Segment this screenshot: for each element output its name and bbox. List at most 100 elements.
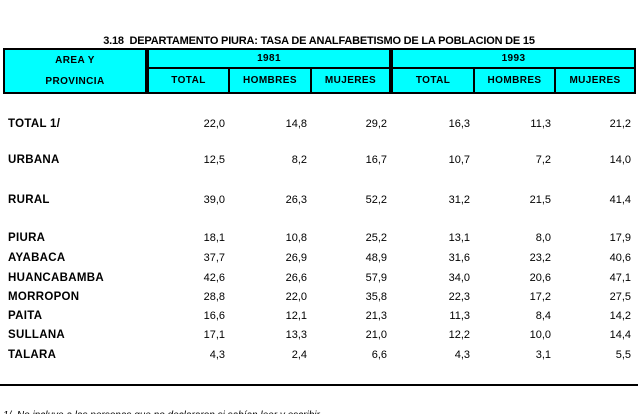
cell-value: 48,9 — [365, 252, 388, 264]
cell-value: 14,4 — [609, 329, 632, 341]
cell-value: 12,1 — [285, 310, 307, 322]
cell-value: 13,1 — [448, 232, 471, 244]
corner-header-line-1: AREA Y — [55, 55, 95, 66]
cell-value: 22,3 — [448, 291, 471, 303]
row-label: PAITA — [8, 310, 43, 322]
cell-value: 14,2 — [609, 310, 632, 322]
cell-value: 26,3 — [285, 194, 307, 206]
cell-value: 37,7 — [203, 252, 225, 264]
cell-value: 42,6 — [203, 272, 225, 284]
cell-value: 17,1 — [203, 329, 225, 341]
row-label: SULLANA — [8, 329, 66, 341]
corner-header-line-2: PROVINCIA — [45, 76, 105, 87]
cell-value: 5,5 — [615, 349, 632, 361]
column-header-mujeres-1993: MUJERES — [554, 67, 637, 94]
corner-header: AREA Y PROVINCIA — [3, 48, 149, 94]
cell-value: 47,1 — [609, 272, 632, 284]
row-label: URBANA — [8, 154, 60, 166]
footnotes: 1/ No incluye a las personas que no decl… — [3, 387, 638, 414]
column-header-mujeres-1981: MUJERES — [309, 67, 394, 94]
cell-value: 27,5 — [609, 291, 632, 303]
table-title-line-1: 3.18 DEPARTAMENTO PIURA: TASA DE ANALFAB… — [103, 35, 535, 47]
cell-value: 21,0 — [365, 329, 388, 341]
year-header-1993: 1993 — [390, 47, 637, 70]
cell-value: 21,2 — [609, 118, 632, 130]
cell-value: 18,1 — [203, 232, 225, 244]
year-header-row: AREA Y PROVINCIA 1981 1993 — [3, 47, 637, 94]
row-label: TOTAL 1/ — [8, 118, 61, 130]
cell-value: 21,5 — [529, 194, 552, 206]
cell-value: 16,7 — [365, 154, 388, 166]
cell-value: 41,4 — [609, 194, 632, 206]
bottom-rule — [0, 384, 638, 386]
cell-value: 11,3 — [530, 118, 552, 130]
cell-value: 12,5 — [203, 154, 225, 166]
cell-value: 16,6 — [203, 310, 225, 322]
column-header-total-1993: TOTAL — [389, 67, 476, 94]
table-row: PIURA 18,1 10,8 25,2 13,1 8,0 17,9 — [4, 207, 635, 245]
cell-value: 39,0 — [203, 194, 225, 206]
cell-value: 8,2 — [291, 154, 307, 166]
cell-value: 26,6 — [285, 272, 307, 284]
cell-value: 2,4 — [291, 349, 307, 361]
data-table: AREA Y PROVINCIA 1981 1993 TOTAL HOMBRES… — [3, 47, 637, 362]
cell-value: 10,8 — [285, 232, 307, 244]
cell-value: 22,0 — [203, 118, 225, 130]
cell-value: 16,3 — [448, 118, 471, 130]
cell-value: 8,4 — [535, 310, 552, 322]
cell-value: 40,6 — [609, 252, 632, 264]
row-label: RURAL — [8, 194, 50, 206]
cell-value: 4,3 — [454, 349, 471, 361]
row-label: HUANCABAMBA — [8, 272, 104, 284]
column-header-hombres-1993: HOMBRES — [473, 67, 557, 94]
cell-value: 11,3 — [449, 310, 471, 322]
table-row: MORROPON 28,8 22,0 35,8 22,3 17,2 27,5 — [4, 285, 635, 304]
cell-value: 6,6 — [371, 349, 388, 361]
row-label: TALARA — [8, 349, 57, 361]
year-header-1981: 1981 — [145, 47, 394, 70]
row-label: AYABACA — [8, 252, 66, 264]
cell-value: 20,6 — [529, 272, 552, 284]
cell-value: 23,2 — [529, 252, 552, 264]
cell-value: 4,3 — [209, 349, 225, 361]
table-row: RURAL 39,0 26,3 52,2 31,2 21,5 41,4 — [4, 167, 635, 207]
cell-value: 8,0 — [535, 232, 552, 244]
cell-value: 31,6 — [448, 252, 471, 264]
cell-value: 35,8 — [365, 291, 388, 303]
cell-value: 28,8 — [203, 291, 225, 303]
cell-value: 3,1 — [535, 349, 552, 361]
cell-value: 57,9 — [365, 272, 388, 284]
table-row: SULLANA 17,1 13,3 21,0 12,2 10,0 14,4 — [4, 323, 635, 342]
table-row: AYABACA 37,7 26,9 48,9 31,6 23,2 40,6 — [4, 245, 635, 265]
cell-value: 7,2 — [535, 154, 552, 166]
cell-value: 26,9 — [285, 252, 307, 264]
cell-value: 13,3 — [285, 329, 307, 341]
column-header-total-1981: TOTAL — [146, 67, 230, 94]
row-label: PIURA — [8, 232, 46, 244]
footnote-1: 1/ No incluye a las personas que no decl… — [3, 410, 638, 414]
cell-value: 34,0 — [448, 272, 471, 284]
cell-value: 17,9 — [609, 232, 632, 244]
table-row: TOTAL 1/22,0 14,8 29,2 16,3 11,3 21,2 — [4, 93, 635, 131]
table-row: TALARA 4,3 2,4 6,6 4,3 3,1 5,5 — [4, 342, 635, 362]
cell-value: 22,0 — [285, 291, 307, 303]
row-label: MORROPON — [8, 291, 80, 303]
cell-value: 31,2 — [448, 194, 471, 206]
column-header-row: TOTAL HOMBRES MUJERES TOTAL HOMBRES MUJE… — [4, 67, 637, 94]
table-row: URBANA 12,5 8,2 16,7 10,7 7,2 14,0 — [4, 131, 635, 167]
table-header: AREA Y PROVINCIA 1981 1993 TOTAL HOMBRES… — [3, 47, 637, 94]
cell-value: 17,2 — [529, 291, 552, 303]
cell-value: 29,2 — [365, 118, 388, 130]
cell-value: 12,2 — [448, 329, 471, 341]
table-body: TOTAL 1/22,0 14,8 29,2 16,3 11,3 21,2 URBANA 12… — [4, 93, 635, 362]
cell-value: 10,0 — [529, 329, 552, 341]
cell-value: 14,0 — [609, 154, 632, 166]
cell-value: 25,2 — [365, 232, 388, 244]
cell-value: 10,7 — [448, 154, 471, 166]
table-row: HUANCABAMBA 42,6 26,6 57,9 34,0 20,6 47,1 — [4, 265, 635, 285]
cell-value: 52,2 — [365, 194, 388, 206]
cell-value: 14,8 — [285, 118, 307, 130]
column-header-hombres-1981: HOMBRES — [228, 67, 312, 94]
cell-value: 21,3 — [365, 310, 388, 322]
